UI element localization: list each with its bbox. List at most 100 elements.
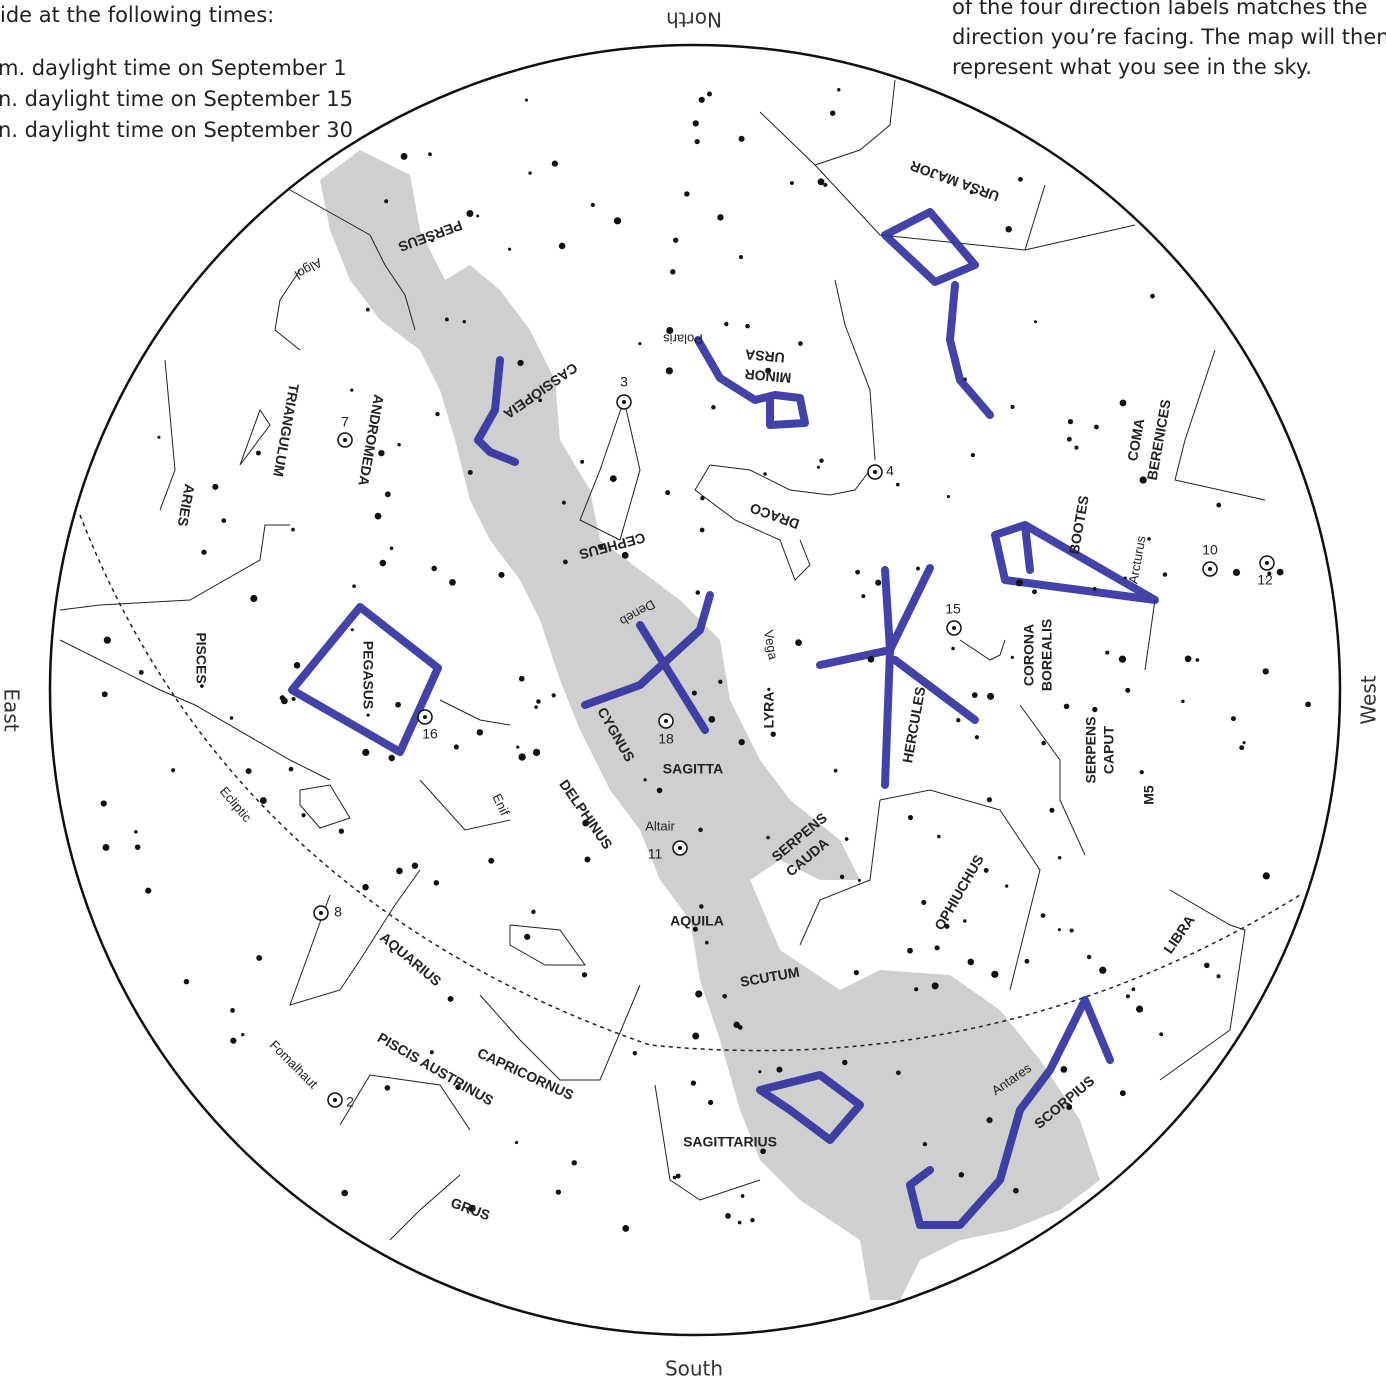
star [857,878,861,882]
star [1262,872,1270,880]
star [1094,424,1099,430]
sky-label: BOREALIS [1039,619,1055,691]
star [698,827,703,833]
sky-label: CORONA [1021,624,1037,686]
horizon [48,43,1342,1337]
sky-label: Altair [645,818,675,833]
star [1125,687,1131,693]
star [395,701,401,708]
star [531,909,536,915]
star [536,699,541,704]
star [100,800,107,807]
star [758,1070,762,1074]
star [613,217,622,225]
object-number: 18 [658,731,674,747]
star [362,748,370,757]
star [1032,589,1037,595]
star [301,813,306,818]
star [384,1085,391,1091]
star [581,972,588,978]
star [338,828,345,834]
star [1139,476,1147,484]
object-number: 12 [1257,572,1273,588]
star [498,571,505,578]
star [622,1225,630,1232]
star [580,459,585,464]
star [374,512,382,520]
star [1005,225,1012,233]
star [378,449,385,457]
star [462,320,466,324]
star [1086,954,1092,960]
star [1131,987,1136,992]
star [1159,1032,1164,1037]
sky-label: PISCES [193,632,209,683]
star [844,837,849,841]
ecliptic-line [79,514,1301,1052]
star [514,1140,519,1145]
instruction-text: direction you’re facing. The map will th… [952,25,1386,49]
star [1069,928,1074,933]
direction-label: East [0,688,24,731]
star [861,594,866,599]
star [1242,741,1246,745]
star [134,844,141,850]
star [1216,502,1222,508]
star [690,1080,697,1086]
star [476,729,484,736]
object-marker-dot [952,626,956,630]
star [1010,655,1014,659]
sky-label: MINOR [744,366,792,386]
star [256,955,263,961]
star [839,874,845,880]
star [384,199,389,204]
star [1267,571,1272,576]
star [717,214,724,221]
star [665,367,673,375]
star [986,1117,993,1124]
star [722,993,728,999]
star [157,435,161,439]
star [1004,884,1009,888]
star [738,738,745,746]
star [711,405,716,410]
star [571,1160,577,1166]
sky-label: AQUARIUS [377,929,444,989]
direction-label: North [666,8,722,32]
star [855,569,860,575]
star [737,1220,742,1225]
star [1060,1066,1068,1073]
direction-label: West [1357,675,1381,724]
sky-label: URSA MAJOR [908,158,1001,205]
object-number: 4 [886,463,894,479]
star [643,778,647,782]
object-marker-dot [622,400,626,404]
star [1041,740,1046,746]
star [969,190,974,195]
star [1230,716,1236,722]
object-number: 8 [334,904,342,920]
star [379,559,387,567]
object-number: 3 [620,374,628,390]
star [956,718,961,723]
star [666,326,674,335]
sky-label: Fomalhaut [267,1037,321,1091]
star [738,135,745,142]
sky-label: Ecliptic [217,784,255,826]
object-marker-dot [678,846,682,850]
star [738,255,743,260]
sky-label: Polaris [663,332,703,347]
object-number: 11 [648,846,663,862]
object-marker-dot [343,438,347,442]
sky-label: AQUILA [670,913,724,929]
star [561,500,566,505]
star [695,990,703,998]
star [1049,807,1055,813]
star [524,933,531,940]
sky-label: SAGITTARIUS [683,1134,777,1150]
star [1139,770,1144,775]
star [396,867,403,875]
sky-label: HERCULES [899,685,928,764]
instruction-text: of the four direction labels matches the [952,0,1367,19]
star [971,692,978,698]
